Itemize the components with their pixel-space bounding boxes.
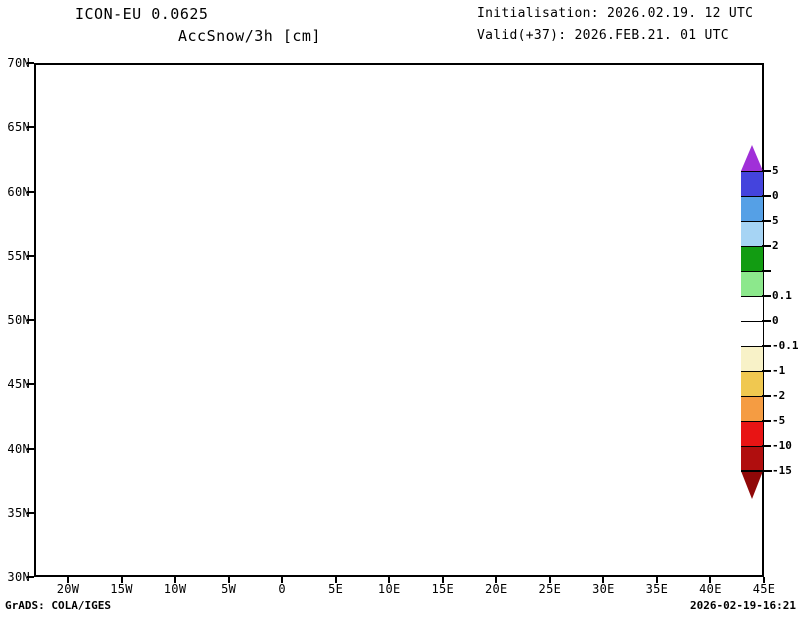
colorbar-tick-mark [762,345,771,347]
map-frame [34,63,764,577]
lon-tick-label: 5E [328,582,344,596]
lat-tick-label: 35N [7,505,30,520]
colorbar-tick-label: -15 [772,464,792,477]
lat-tick-label: 65N [7,120,30,135]
lon-tick-label: 40E [699,582,722,596]
lon-tick-mark [602,577,605,583]
lon-tick-mark [548,577,551,583]
lon-tick-mark [495,577,498,583]
colorbar-tick-mark [762,395,771,397]
lon-tick-mark [120,577,123,583]
colorbar-segment [741,271,763,296]
lon-tick-mark [709,577,712,583]
colorbar-arrow-over [741,145,763,171]
generated-timestamp: 2026-02-19-16:21 [690,599,796,612]
lon-tick-mark [763,577,765,583]
grads-credit: GrADS: COLA/IGES [5,599,111,612]
colorbar-segment [741,396,763,421]
colorbar-arrow-under [741,471,763,499]
lat-tick-label: 30N [7,570,30,584]
colorbar-tick-label: 0 [772,314,779,327]
lat-tick-label: 45N [7,377,30,392]
colorbar-tick-label: 5 [772,214,779,227]
lon-tick-mark [227,577,230,583]
colorbar-tick-label: 2 [772,239,779,252]
colorbar-segment [741,171,763,196]
lat-tick-mark [27,319,34,321]
colorbar-tick-mark [762,220,771,222]
lon-tick-label: 20W [56,582,80,596]
colorbar-tick-mark [762,245,771,247]
lon-tick-label: 5W [221,582,237,596]
lon-tick-label: 10E [377,582,401,596]
colorbar-tick-label: -0.1 [772,339,799,352]
lon-tick-label: 25E [538,582,562,596]
lon-tick-label: 30E [592,582,615,596]
valid-time-label: Valid(+37): 2026.FEB.21. 01 UTC [477,28,729,43]
lon-tick-mark [281,577,284,583]
colorbar-segment [741,221,763,246]
lon-tick-mark [388,577,391,583]
lat-tick-mark [27,511,34,514]
lon-tick-mark [655,577,658,583]
lon-tick-label: 20E [485,582,508,596]
lat-tick-mark [27,254,34,257]
lon-tick-label: 15E [431,582,455,596]
lon-tick-mark [441,577,444,583]
lon-tick-mark [67,577,69,583]
colorbar-tick-label: -1 [772,364,786,377]
lon-tick-mark [174,577,177,583]
lon-tick-label: 35E [645,582,669,596]
colorbar-tick-label: -10 [772,439,792,452]
colorbar-base-line [741,470,772,472]
lat-tick-mark [27,62,34,64]
lon-tick-label: 10W [163,582,187,596]
lat-tick-label: 50N [7,313,30,327]
init-time-label: Initialisation: 2026.02.19. 12 UTC [477,6,754,21]
lat-tick-mark [27,190,34,193]
variable-title: AccSnow/3h [cm] [178,27,321,45]
colorbar-tick-mark [762,170,771,172]
lat-tick-label: 70N [7,56,30,70]
colorbar-segment [741,446,763,471]
colorbar-tick-mark [762,445,771,447]
model-title: ICON-EU 0.0625 [75,5,209,23]
lat-tick-mark [27,383,34,386]
colorbar-segment [741,196,763,221]
colorbar-segment [741,321,763,346]
lat-tick-label: 40N [7,441,30,456]
colorbar-tick-mark [762,270,771,272]
lon-tick-label: 15W [110,582,133,596]
colorbar-tick-label: 0 [772,189,779,202]
lon-tick-mark [334,577,337,583]
colorbar-segment [741,371,763,396]
colorbar-tick-mark [762,420,771,422]
colorbar-tick-mark [762,320,771,322]
colorbar-segment [741,421,763,446]
lat-tick-label: 60N [7,184,30,199]
lat-tick-mark [27,447,34,450]
lat-tick-mark [27,576,34,578]
lat-tick-label: 55N [7,248,30,263]
lon-tick-label: 45E [752,582,776,596]
colorbar-tick-label: 5 [772,164,779,177]
colorbar-tick-mark [762,370,771,372]
colorbar-tick-label: -2 [772,389,786,402]
colorbar-tick-mark [762,195,771,197]
colorbar-tick-label: -5 [772,414,786,427]
colorbar-segment [741,346,763,371]
colorbar-tick-label: 0.1 [772,289,792,302]
lat-tick-mark [27,126,34,129]
colorbar-segment [741,296,763,321]
colorbar-tick-mark [762,295,771,297]
colorbar-segment [741,246,763,271]
lon-tick-label: 0 [278,582,286,596]
